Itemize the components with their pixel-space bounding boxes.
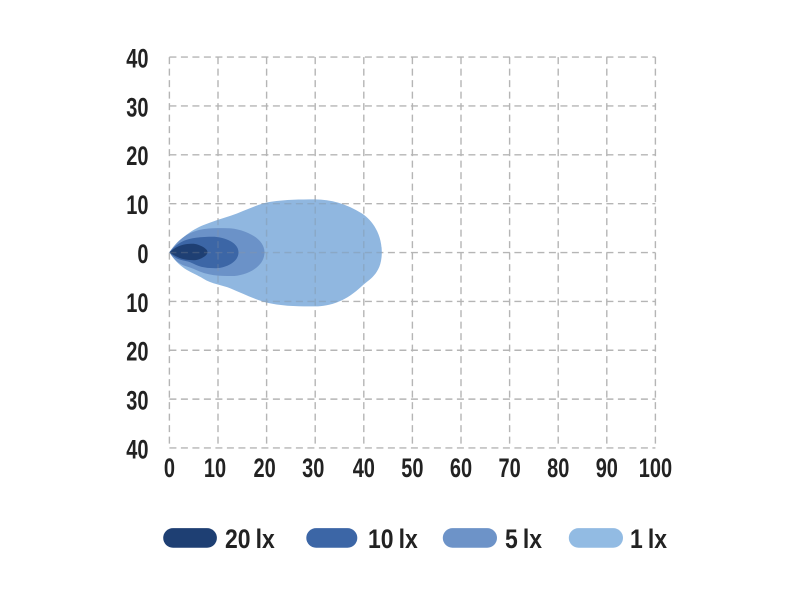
svg-text:30: 30 bbox=[126, 93, 148, 124]
svg-text:30: 30 bbox=[302, 453, 324, 484]
svg-text:60: 60 bbox=[450, 453, 472, 484]
svg-text:30: 30 bbox=[126, 386, 148, 417]
svg-text:20: 20 bbox=[126, 337, 148, 368]
svg-text:40: 40 bbox=[353, 453, 375, 484]
svg-text:90: 90 bbox=[596, 453, 618, 484]
svg-text:20: 20 bbox=[126, 141, 148, 172]
svg-text:80: 80 bbox=[547, 453, 569, 484]
svg-text:1 lx: 1 lx bbox=[630, 524, 667, 554]
svg-text:0: 0 bbox=[137, 239, 148, 270]
svg-text:50: 50 bbox=[401, 453, 423, 484]
svg-text:100: 100 bbox=[639, 453, 672, 484]
svg-text:20: 20 bbox=[253, 453, 275, 484]
svg-text:10: 10 bbox=[204, 453, 226, 484]
svg-text:5 lx: 5 lx bbox=[505, 524, 542, 554]
svg-text:40: 40 bbox=[126, 44, 148, 75]
svg-text:10: 10 bbox=[126, 288, 148, 319]
svg-text:20 lx: 20 lx bbox=[225, 524, 275, 554]
svg-text:10: 10 bbox=[126, 190, 148, 221]
svg-text:0: 0 bbox=[164, 453, 175, 484]
svg-text:10 lx: 10 lx bbox=[368, 524, 418, 554]
svg-text:40: 40 bbox=[126, 435, 148, 466]
svg-text:70: 70 bbox=[498, 453, 520, 484]
